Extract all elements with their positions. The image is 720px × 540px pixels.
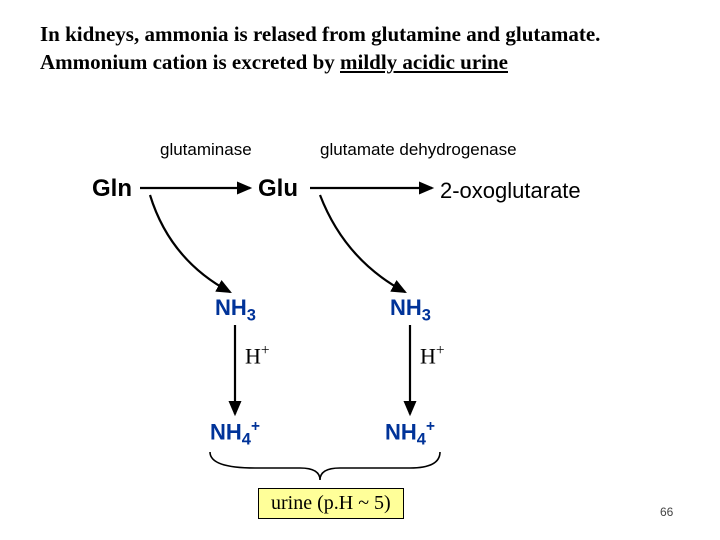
nh4-left: NH4+ (210, 418, 260, 450)
h-sup: + (261, 342, 270, 359)
compound-glu: Glu (258, 175, 298, 203)
brace-to-urine (210, 452, 440, 480)
slide-title: In kidneys, ammonia is relased from glut… (40, 20, 680, 77)
nh4-sup: + (251, 418, 260, 435)
arrow-release-nh3-left (150, 195, 230, 292)
nh4-text: NH (210, 419, 242, 444)
arrow-release-nh3-right (320, 195, 405, 292)
enzyme-gdh: glutamate dehydrogenase (320, 140, 517, 160)
nh4-sub-r: 4 (417, 431, 426, 449)
nh3-left: NH3 (215, 295, 256, 325)
reaction-arrows (0, 0, 720, 540)
nh4-text-r: NH (385, 419, 417, 444)
nh4-sup-r: + (426, 418, 435, 435)
nh4-sub: 4 (242, 431, 251, 449)
h-text-r: H (420, 343, 436, 368)
nh3-text: NH (215, 295, 247, 320)
urine-label: urine (p.H ~ 5) (258, 488, 404, 519)
nh3-sub: 3 (247, 306, 256, 324)
compound-oxoglutarate: 2-oxoglutarate (440, 178, 581, 204)
title-line2-pre: Ammonium cation is excreted by (40, 50, 340, 74)
hplus-left: H+ (245, 342, 270, 369)
h-text: H (245, 343, 261, 368)
title-line2-underlined: mildly acidic urine (340, 50, 508, 74)
nh3-sub-r: 3 (422, 306, 431, 324)
nh3-text-r: NH (390, 295, 422, 320)
nh4-right: NH4+ (385, 418, 435, 450)
title-line1: In kidneys, ammonia is relased from glut… (40, 22, 600, 46)
compound-gln: Gln (92, 175, 132, 203)
hplus-right: H+ (420, 342, 445, 369)
h-sup-r: + (436, 342, 445, 359)
enzyme-glutaminase: glutaminase (160, 140, 252, 160)
nh3-right: NH3 (390, 295, 431, 325)
page-number: 66 (660, 505, 673, 519)
